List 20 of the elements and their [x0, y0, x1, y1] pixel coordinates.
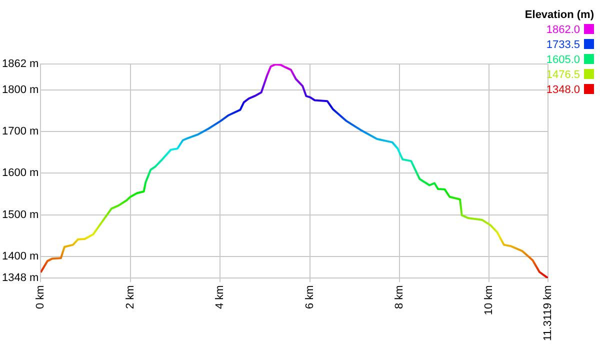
- y-tick-label: 1500 m: [2, 208, 39, 221]
- legend-title: Elevation (m): [524, 8, 594, 23]
- x-tick-label: 10 km: [483, 285, 496, 316]
- annotation: 1605.0: [546, 54, 580, 66]
- y-tick-label: 1348 m: [2, 272, 39, 284]
- x-tick-label: 4 km: [214, 285, 226, 309]
- x-tick-label: 2 km: [124, 285, 136, 309]
- annotation: 1476.5: [546, 69, 580, 81]
- x-tick-label: 6 km: [304, 285, 316, 309]
- annotation: 1348.0: [546, 84, 580, 96]
- x-tick-label: 0 km: [34, 285, 47, 309]
- text: 1733.5: [546, 39, 580, 51]
- y-tick-label: 1700 m: [2, 126, 39, 138]
- y-tick-label: 1800 m: [2, 84, 39, 96]
- y-tick-label: 1862 m: [2, 58, 39, 70]
- y-tick-label: 1400 m: [2, 250, 39, 263]
- text: 1862.0: [546, 24, 580, 36]
- x-tick-label: 11.3119 km: [542, 285, 554, 342]
- x-tick-label: 8 km: [394, 285, 406, 309]
- y-tick-label: 1600 m: [2, 167, 39, 180]
